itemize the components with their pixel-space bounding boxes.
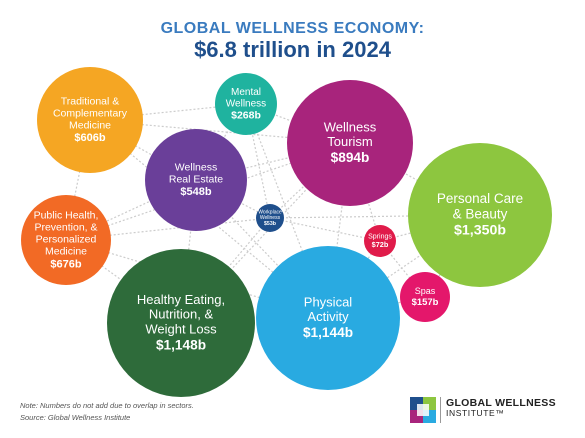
bubble-springs: Springs$72b [364, 225, 396, 257]
bubble-value-healthy-eating-nutrition-weight-loss: $1,148b [156, 337, 206, 352]
bubble-value-traditional-complementary-medicine: $606b [74, 132, 106, 144]
bubble-public-health-prevention-personalized-medicine: Public Health,Prevention, &PersonalizedM… [21, 195, 111, 285]
gwi-logo-icon [408, 395, 438, 425]
gwi-logo: GLOBAL WELLNESS INSTITUTE™ [408, 395, 578, 425]
bubble-value-workplace-wellness: $53b [264, 221, 276, 227]
bubble-label-traditional-complementary-medicine-0: Traditional & [61, 95, 120, 107]
bubble-label-mental-wellness-1: Wellness [226, 98, 266, 109]
footnote-note: Note: Numbers do not add due to overlap … [20, 401, 194, 410]
bubble-label-public-health-prevention-personalized-medicine-3: Medicine [45, 246, 87, 258]
bubble-label-healthy-eating-nutrition-weight-loss-0: Healthy Eating, [137, 292, 225, 307]
logo-line2: INSTITUTE™ [446, 409, 556, 418]
bubble-label-public-health-prevention-personalized-medicine-0: Public Health, [34, 209, 99, 221]
bubble-label-wellness-tourism-0: Wellness [324, 119, 377, 134]
bubble-value-wellness-real-estate: $548b [180, 186, 212, 198]
bubble-label-public-health-prevention-personalized-medicine-1: Prevention, & [34, 222, 97, 234]
logo-divider [440, 397, 441, 423]
bubble-value-wellness-tourism: $894b [331, 150, 370, 165]
connector-line-29 [270, 218, 380, 241]
bubble-label-public-health-prevention-personalized-medicine-2: Personalized [36, 234, 97, 246]
bubble-label-wellness-real-estate-0: Wellness [175, 162, 217, 174]
bubble-label-wellness-tourism-1: Tourism [327, 134, 373, 149]
bubble-label-physical-activity-0: Physical [304, 294, 353, 309]
bubble-label-personal-care-beauty-1: & Beauty [453, 206, 508, 221]
bubble-spas: Spas$157b [400, 272, 450, 322]
bubble-value-mental-wellness: $268b [231, 109, 261, 121]
bubble-label-physical-activity-1: Activity [307, 309, 349, 324]
bubble-label-healthy-eating-nutrition-weight-loss-2: Weight Loss [145, 322, 217, 337]
bubbles: Healthy Eating,Nutrition, &Weight Loss$1… [21, 67, 552, 397]
bubble-personal-care-beauty: Personal Care& Beauty $1,350b [408, 143, 552, 287]
bubble-label-healthy-eating-nutrition-weight-loss-1: Nutrition, & [149, 307, 214, 322]
footnote-source: Source: Global Wellness Institute [20, 413, 130, 422]
bubble-value-spas: $157b [412, 297, 439, 308]
bubble-label-traditional-complementary-medicine-1: Complementary [53, 108, 128, 120]
bubble-value-springs: $72b [372, 240, 389, 249]
bubble-label-mental-wellness-0: Mental [231, 87, 261, 98]
bubble-label-personal-care-beauty-0: Personal Care [437, 191, 523, 206]
bubble-label-spas-0: Spas [415, 286, 436, 296]
bubble-value-physical-activity: $1,144b [303, 325, 353, 340]
bubble-value-public-health-prevention-personalized-medicine: $676b [50, 258, 82, 270]
bubble-value-personal-care-beauty: $1,350b [454, 223, 506, 239]
bubble-label-traditional-complementary-medicine-2: Medicine [69, 120, 111, 132]
bubble-label-wellness-real-estate-1: Real Estate [169, 174, 223, 186]
bubble-healthy-eating-nutrition-weight-loss: Healthy Eating,Nutrition, &Weight Loss$1… [107, 249, 255, 397]
